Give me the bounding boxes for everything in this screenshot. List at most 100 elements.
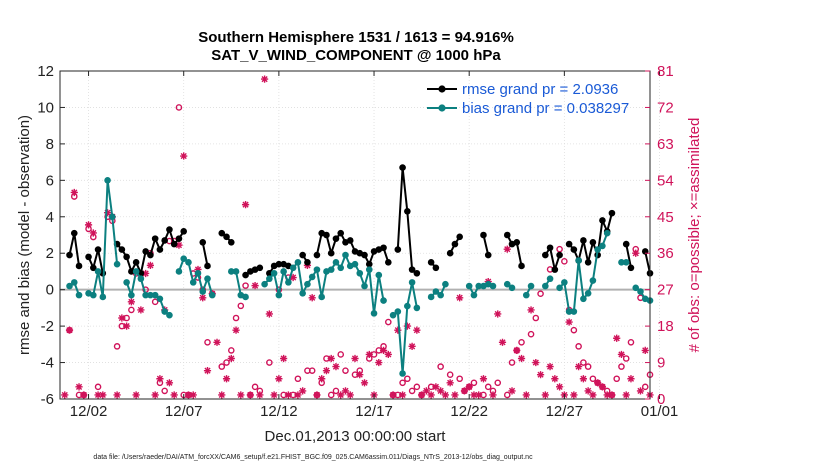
rmse-point: [227, 238, 235, 246]
obs-assimilated-point: [75, 383, 83, 391]
rmse-point: [399, 164, 406, 171]
rmse-point: [570, 246, 578, 253]
obs-possible-point: [227, 347, 235, 354]
rmse-point: [218, 229, 226, 237]
bias-point: [227, 268, 235, 275]
bias-point: [175, 268, 183, 275]
obs-assimilated-point: [246, 391, 254, 399]
obs-assimilated-point: [398, 391, 407, 399]
bias-point: [503, 280, 511, 288]
obs-possible-point: [332, 387, 340, 395]
obs-assimilated-point: [289, 273, 297, 282]
rmse-point: [323, 231, 330, 239]
bias-point: [404, 302, 411, 310]
y-tick-label: 0: [46, 282, 54, 299]
obs-assimilated-point: [123, 322, 131, 330]
y-tick-label: 2: [46, 245, 54, 262]
rmse-point: [385, 259, 392, 266]
obs-assimilated-point: [394, 326, 402, 334]
obs-assimilated-point: [308, 294, 316, 302]
bias-point: [489, 282, 497, 290]
bias-point: [584, 290, 592, 297]
y-tick-label: 4: [46, 209, 54, 226]
rmse-point: [128, 268, 135, 275]
rmse-point: [75, 262, 83, 270]
obs-assimilated-point: [479, 375, 488, 383]
bias-point: [527, 282, 535, 290]
obs-possible-point: [584, 363, 592, 370]
rmse-point: [432, 264, 440, 272]
rmse-point: [90, 264, 97, 272]
obs-possible-point: [503, 391, 511, 399]
obs-assimilated-point: [313, 391, 321, 399]
obs-possible-point: [589, 375, 597, 383]
obs-assimilated-point: [503, 245, 511, 253]
rmse-point: [622, 240, 630, 248]
obs-assimilated-point: [318, 375, 326, 383]
obs-assimilated-point: [446, 379, 454, 387]
obs-possible-point: [327, 391, 335, 399]
obs-possible-point: [237, 302, 245, 310]
obs-assimilated-point: [551, 375, 559, 383]
obs-assimilated-point: [617, 350, 626, 359]
obs-assimilated-point: [165, 379, 174, 387]
legend-rmse-label: rmse grand pr = 2.0936: [462, 81, 618, 98]
bias-point: [599, 242, 606, 250]
bias-point: [408, 279, 416, 286]
obs-assimilated-point: [451, 391, 459, 399]
bias-point: [380, 297, 387, 304]
obs-assimilated-point: [532, 358, 540, 367]
rmse-point: [94, 246, 102, 253]
y-tick-label: 8: [46, 136, 54, 153]
bias-point: [470, 291, 478, 299]
rmse-point: [66, 251, 73, 259]
y-axis-label: rmse and bias (model - observation): [16, 115, 33, 355]
bias-point: [161, 308, 168, 315]
obs-assimilated-point: [460, 387, 469, 395]
bias-point: [204, 275, 211, 283]
bias-point: [442, 280, 449, 288]
bias-point: [542, 282, 549, 290]
rmse-point: [299, 251, 306, 259]
rmse-point: [199, 238, 207, 246]
obs-assimilated-point: [227, 354, 235, 363]
bias-point: [180, 255, 188, 262]
bias-point: [94, 268, 102, 275]
obs-possible-point: [641, 383, 649, 391]
y-right-tick-label: 36: [657, 245, 674, 262]
obs-possible-point: [251, 383, 259, 391]
bias-point: [603, 229, 611, 237]
obs-possible-point: [446, 371, 454, 379]
bias-point: [632, 284, 640, 292]
rmse-point: [599, 217, 606, 224]
bias-point: [618, 259, 625, 266]
rmse-point: [142, 248, 149, 255]
y-axis-right: 0 9 18 27 36 45 54 63 72 81: [645, 63, 674, 408]
rmse-point: [427, 259, 435, 266]
bias-point: [332, 259, 340, 266]
rmse-point: [147, 251, 154, 259]
rmse-point: [327, 249, 335, 257]
rmse-point: [332, 235, 340, 242]
obs-assimilated-point: [346, 391, 354, 399]
obs-assimilated-point: [65, 326, 74, 334]
bias-point: [637, 288, 644, 295]
bias-point: [394, 308, 402, 315]
chart-title-line1: Southern Hemisphere 1531 / 1613 = 94.916…: [198, 29, 514, 46]
obs-assimilated-point: [508, 387, 516, 395]
obs-assimilated-point: [132, 391, 140, 399]
obs-assimilated-point: [379, 346, 388, 355]
obs-assimilated-point: [513, 346, 521, 355]
obs-assimilated-point: [456, 294, 464, 302]
legend-rmse-marker: [438, 85, 446, 93]
rmse-series-line: [568, 212, 613, 264]
rmse-point: [589, 238, 597, 246]
obs-assimilated-point: [337, 391, 345, 399]
obs-possible-point: [128, 306, 135, 314]
obs-assimilated-point: [142, 269, 150, 278]
obs-possible-point: [494, 379, 502, 387]
bias-point: [370, 310, 378, 317]
rmse-point: [70, 229, 78, 237]
rmse-point: [266, 269, 273, 277]
obs-assimilated-point: [351, 354, 359, 363]
